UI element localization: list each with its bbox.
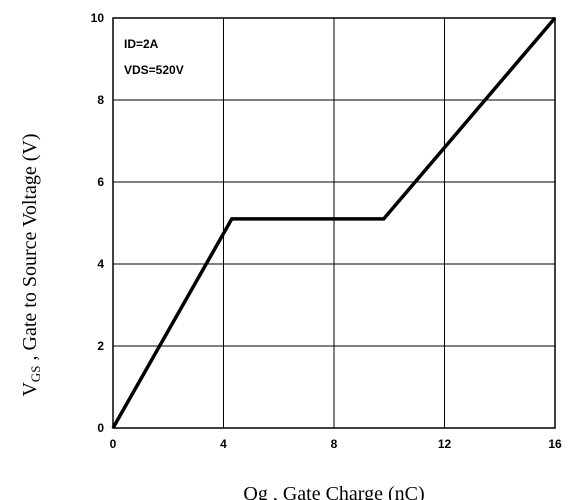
gate-charge-curve <box>111 16 557 429</box>
y-tick-label: 8 <box>97 93 104 107</box>
x-tick-label: 12 <box>438 437 452 451</box>
series-group <box>111 16 557 429</box>
annotation-id: ID=2A <box>124 37 159 51</box>
y-axis-ticks: 0 2 4 6 8 10 <box>91 11 105 435</box>
x-tick-label: 16 <box>548 437 562 451</box>
y-axis-label-subscript: GS <box>28 365 43 382</box>
grid-lines <box>113 18 555 428</box>
y-tick-label: 0 <box>97 421 104 435</box>
y-tick-label: 2 <box>97 339 104 353</box>
x-tick-label: 8 <box>331 437 338 451</box>
y-axis-label-rest: , Gate to Source Voltage (V) <box>19 133 41 365</box>
y-axis-label-main: V <box>19 382 41 397</box>
y-axis-label: VGS , Gate to Source Voltage (V) <box>19 133 43 396</box>
plot-frame <box>112 17 556 429</box>
x-tick-label: 4 <box>220 437 227 451</box>
annotation-vds: VDS=520V <box>124 63 184 77</box>
x-axis-label: Qg , Gate Charge (nC) <box>243 483 424 500</box>
x-axis-ticks: 0 4 8 12 16 <box>110 437 562 451</box>
y-tick-label: 4 <box>97 257 104 271</box>
y-tick-label: 10 <box>91 11 105 25</box>
x-tick-label: 0 <box>110 437 117 451</box>
y-tick-label: 6 <box>97 175 104 189</box>
